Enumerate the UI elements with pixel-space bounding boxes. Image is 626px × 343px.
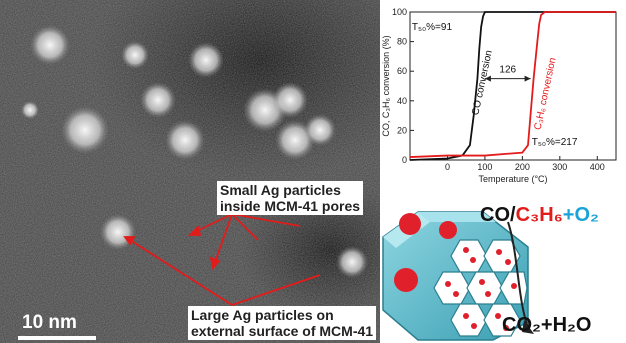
reactants-equation: CO/C₃H₆+O₂	[480, 204, 599, 227]
small-particles-label: Small Ag particles inside MCM-41 pores	[217, 181, 364, 215]
scale-bar	[18, 336, 96, 340]
chart-ticks: 0 100 200 300 400 0 20 40 60 80 100	[392, 7, 605, 172]
chart-background	[380, 0, 626, 190]
ag-particles	[21, 25, 368, 278]
small-particles-line1: Small Ag particles	[220, 182, 341, 198]
co-conversion-line	[409, 11, 616, 161]
y-tick-label: 20	[397, 125, 407, 135]
c3h6-conversion-line	[409, 11, 616, 158]
reactant-o2: +O₂	[562, 204, 599, 226]
x-axis-label: Temperature (°C)	[478, 174, 547, 184]
y-tick-label: 60	[397, 66, 407, 76]
micrograph-image	[0, 0, 380, 343]
conversion-chart: 0 100 200 300 400 0 20 40 60 80 100 CO, C₃H₆ conve…	[380, 0, 626, 190]
annotation-arrows	[123, 213, 321, 306]
hexagonal-channels	[382, 211, 529, 341]
large-particles-label: Large Ag particles on external surface o…	[188, 306, 377, 340]
x-tick-label: 100	[477, 162, 492, 172]
large-particles-line1: Large Ag particles on	[191, 307, 334, 323]
gap-arrow-head-right	[524, 75, 531, 82]
scale-bar-label: 10 nm	[22, 312, 77, 333]
small-particles-line2: inside MCM-41 pores	[220, 198, 361, 214]
tem-micrograph: 10 nm	[0, 0, 380, 343]
reactant-slash: /	[510, 204, 516, 226]
x-tick-label: 400	[590, 162, 605, 172]
y-tick-label: 40	[397, 96, 407, 106]
y-tick-label: 80	[397, 37, 407, 47]
y-axis-label: CO, C₃H₆ conversion (%)	[381, 35, 391, 136]
y-tick-label: 0	[402, 155, 407, 165]
gap-arrow-head-left	[484, 75, 491, 82]
x-tick-label: 200	[515, 162, 530, 172]
reaction-arrow	[507, 221, 534, 334]
reactant-co: CO	[480, 204, 510, 226]
t50-c3h6-label: T₅₀%=217	[532, 137, 578, 148]
y-tick-label: 100	[392, 7, 407, 17]
x-tick-label: 300	[552, 162, 567, 172]
mcm41-structure	[382, 211, 534, 341]
gap-label: 126	[499, 65, 516, 76]
large-particles-line2: external surface of MCM-41	[191, 323, 374, 339]
x-tick-label: 0	[445, 162, 450, 172]
products-equation: CO₂+H₂O	[502, 314, 592, 336]
small-ag-particles	[445, 247, 517, 331]
large-ag-particles	[394, 213, 457, 292]
gap-arrow	[484, 75, 531, 82]
chart-series	[409, 11, 616, 161]
reactant-c3h6: C₃H₆	[515, 204, 563, 226]
t50-co-label: T₅₀%=91	[412, 22, 453, 33]
